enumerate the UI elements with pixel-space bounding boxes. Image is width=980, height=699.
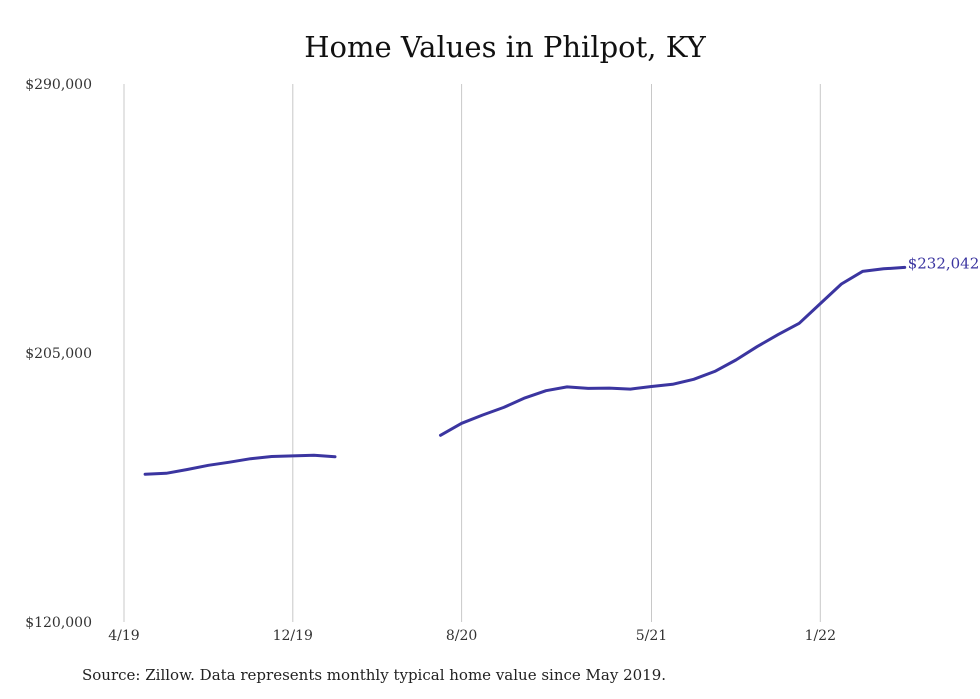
x-tick-label: 8/20 [446,628,477,644]
chart-title: Home Values in Philpot, KY [304,30,706,64]
data-labels: $232,042 [908,254,980,272]
series-line-segment-1 [439,265,907,437]
series-lines [143,265,907,476]
y-tick-label: $120,000 [25,615,92,631]
x-tick-label: 1/22 [805,628,836,644]
source-note: Source: Zillow. Data represents monthly … [82,666,667,684]
x-tick-label: 4/19 [108,628,139,644]
x-axis-tick-labels: 4/19 12/19 8/20 5/21 1/22 [108,628,836,644]
y-tick-label: $290,000 [25,77,92,93]
y-axis-tick-labels: $120,000 $205,000 $290,000 [25,77,92,631]
y-tick-label: $205,000 [25,346,92,362]
series-line-segment-0 [143,453,337,476]
x-tick-label: 5/21 [636,628,667,644]
end-value-label: $232,042 [908,254,980,272]
x-tick-label: 12/19 [273,628,313,644]
gridlines [123,84,821,622]
